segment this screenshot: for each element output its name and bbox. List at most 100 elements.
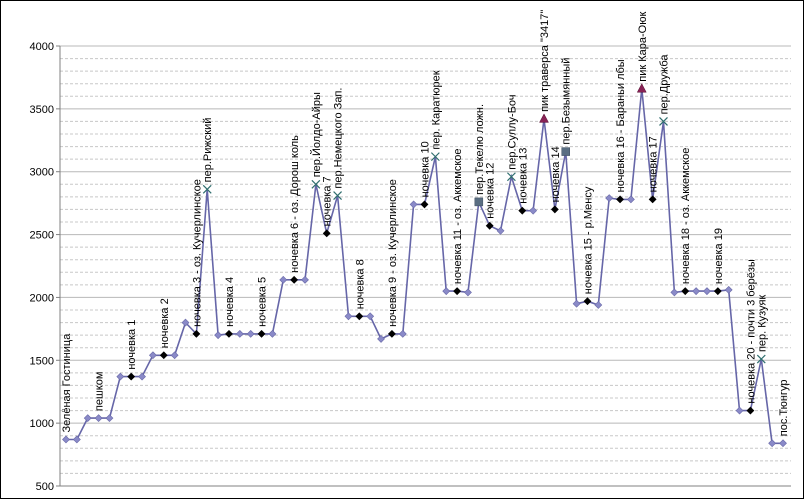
y-tick-label: 2000: [30, 292, 54, 304]
y-tick-label: 4000: [30, 41, 54, 53]
data-point-marker: [116, 372, 125, 381]
data-point-marker: [670, 288, 679, 297]
data-point-marker: [485, 221, 494, 230]
data-label: ночевка 17: [648, 136, 660, 192]
pass-marker: [311, 179, 321, 189]
data-label: Зелёная Гостиница: [61, 333, 73, 433]
data-point-marker: [626, 195, 635, 204]
data-label: пер. Каратюрек: [430, 70, 442, 149]
series-markers: [62, 83, 787, 448]
data-point-marker: [235, 329, 244, 338]
data-label: ночевка 10: [420, 141, 432, 197]
data-point-marker: [746, 406, 755, 415]
data-point-marker: [616, 195, 624, 204]
data-point-marker: [94, 414, 103, 423]
data-point-marker: [724, 285, 733, 294]
data-point-marker: [322, 229, 331, 238]
data-point-marker: [703, 287, 711, 296]
data-label: ночевка 13: [517, 148, 529, 204]
peak-marker: [636, 83, 647, 93]
data-label: ночевка 11 - оз. Аккемское: [452, 148, 464, 284]
pass-marker: [333, 191, 343, 201]
square-marker: [561, 147, 570, 156]
data-point-marker: [301, 275, 309, 284]
data-point-marker: [442, 287, 451, 296]
data-point-marker: [170, 351, 179, 360]
data-point-marker: [398, 329, 407, 338]
data-point-marker: [268, 329, 277, 338]
y-tick-label: 1000: [30, 418, 54, 430]
data-point-marker: [344, 312, 353, 321]
data-label: пер.Безымянный: [561, 58, 573, 145]
data-label: ночевка 6 - оз. Дорош коль: [289, 135, 301, 273]
data-point-marker: [138, 372, 146, 381]
data-point-marker: [355, 312, 364, 321]
data-label: пер.Немецкого Зап.: [333, 88, 345, 189]
data-point-marker: [366, 312, 375, 321]
data-label: ночевка 2: [159, 298, 171, 348]
y-tick-label: 500: [36, 481, 54, 493]
data-point-marker: [692, 287, 701, 296]
data-point-marker: [279, 275, 288, 284]
data-point-marker: [735, 406, 744, 415]
data-labels: Зелёная Гостиница пешком ночевка 1 ночевка …: [61, 10, 790, 437]
data-label: пер.Текелю ложн.: [474, 104, 486, 195]
data-point-marker: [529, 206, 538, 215]
pass-marker: [506, 172, 516, 182]
y-tick-label: 3000: [30, 167, 54, 179]
data-point-marker: [583, 297, 592, 306]
data-label: пер.Суллу-Боч: [506, 94, 518, 169]
data-label: пик траверса "3417": [539, 10, 551, 112]
data-label: ночевка 5: [257, 277, 269, 327]
data-label: ночевка 12: [485, 163, 497, 219]
data-label: ночевка 19: [713, 228, 725, 284]
data-point-marker: [453, 287, 462, 296]
data-point-marker: [779, 439, 787, 448]
data-label: ночевка 1: [126, 320, 138, 370]
data-point-marker: [83, 414, 92, 423]
data-point-marker: [648, 195, 657, 204]
data-point-marker: [409, 200, 418, 209]
data-point-marker: [464, 288, 472, 297]
y-axis: 500 1000 1500 2000 2500 3000 3500 4000: [30, 41, 791, 493]
data-point-marker: [257, 329, 266, 338]
data-point-marker: [214, 331, 223, 340]
data-label: ночевка 7: [322, 176, 334, 226]
data-point-marker: [225, 329, 233, 338]
data-point-marker: [681, 287, 690, 296]
data-point-marker: [594, 301, 603, 309]
data-label: ночевка 20 - почти 3 берёзы: [745, 259, 757, 403]
data-label: пос.Тюнгур: [778, 380, 790, 437]
data-label: пик Кара-Оюк: [637, 12, 649, 82]
data-point-marker: [159, 351, 168, 360]
pass-marker: [659, 117, 668, 126]
data-point-marker: [420, 200, 429, 209]
data-label: ночевка 3 - оз. Кучерлинское: [191, 179, 203, 327]
data-point-marker: [72, 435, 81, 444]
data-label: ночевка 18 - оз. Аккемское: [680, 148, 692, 284]
pass-marker: [756, 354, 766, 364]
peak-marker: [539, 113, 549, 123]
data-label: пер.Йолдо-Айры: [310, 92, 323, 177]
data-point-marker: [127, 372, 136, 381]
data-label: ночевка 16 - Бараньи лбы: [615, 59, 627, 192]
data-point-marker: [192, 329, 201, 338]
data-point-marker: [246, 329, 255, 338]
data-label: ночевка 4: [224, 277, 236, 327]
data-label: пер.Дружба: [659, 54, 671, 115]
y-tick-label: 1500: [30, 355, 54, 367]
data-point-marker: [377, 334, 385, 343]
y-tick-label: 2500: [30, 230, 54, 242]
data-point-marker: [62, 435, 70, 444]
data-point-marker: [768, 439, 777, 448]
data-point-marker: [572, 299, 581, 308]
data-point-marker: [550, 205, 559, 214]
data-label: ночевка 15 - р.Менсу: [582, 186, 594, 294]
pass-marker: [430, 152, 440, 162]
data-label: ночевка 9 - оз. Кучерлинское: [387, 179, 399, 327]
pass-marker: [202, 184, 212, 194]
data-label: ночевка 8: [354, 259, 366, 309]
square-marker: [474, 197, 484, 207]
